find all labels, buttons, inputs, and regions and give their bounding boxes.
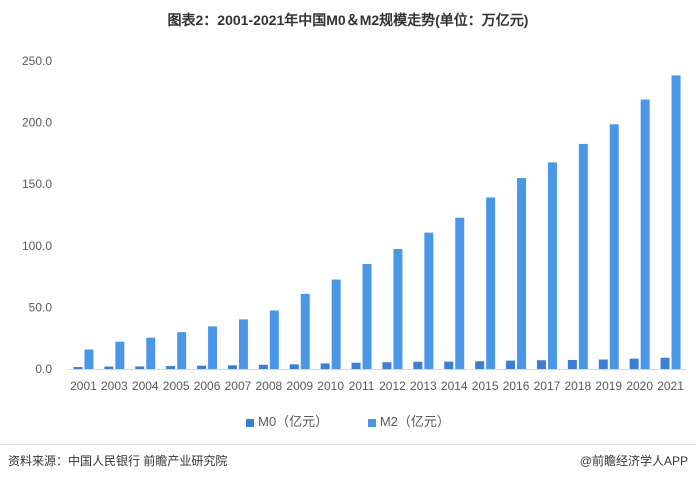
y-tick-label: 200.0 (22, 116, 52, 130)
legend-item-m2: M2（亿元） (367, 411, 450, 430)
bar-m2-2011 (362, 264, 372, 369)
x-tick-label: 2007 (225, 379, 252, 393)
y-tick-label: 250.0 (22, 54, 52, 68)
bar-m2-2016 (517, 178, 527, 369)
bar-m2-2014 (455, 217, 465, 369)
x-tick-label: 2020 (626, 379, 653, 393)
x-tick-label: 2010 (317, 379, 344, 393)
bar-m0-2014 (444, 361, 454, 369)
bar-m0-2018 (567, 360, 577, 369)
legend-label-m0: M0（亿元） (258, 414, 329, 429)
x-tick-label: 2015 (472, 379, 499, 393)
bar-m2-2004 (146, 337, 156, 369)
x-tick-label: 2009 (286, 379, 313, 393)
bar-m0-2003 (104, 366, 114, 369)
bar-m0-2017 (536, 360, 546, 369)
legend-swatch-m2 (367, 418, 376, 427)
bar-m2-2013 (424, 232, 434, 369)
bar-m0-2011 (351, 362, 361, 369)
bar-m2-2008 (269, 310, 279, 369)
x-tick-label: 2004 (132, 379, 159, 393)
x-tick-label: 2008 (255, 379, 282, 393)
legend-swatch-m0 (246, 418, 255, 427)
x-tick-label: 2016 (503, 379, 530, 393)
y-tick-label: 0.0 (35, 362, 52, 376)
chart-title: 图表2：2001-2021年中国M0＆M2规模走势(单位：万亿元) (167, 12, 529, 28)
bar-m2-2017 (547, 162, 557, 369)
bar-m0-2005 (166, 366, 176, 369)
bar-m0-2021 (660, 357, 670, 369)
x-tick-label: 2017 (534, 379, 561, 393)
x-tick-label: 2001 (70, 379, 97, 393)
bar-m0-2010 (320, 363, 330, 369)
x-tick-label: 2019 (595, 379, 622, 393)
x-tick-label: 2012 (379, 379, 406, 393)
bar-m0-2007 (227, 365, 237, 369)
bar-m0-2004 (135, 366, 145, 369)
bar-m2-2003 (115, 341, 125, 369)
bar-m0-2016 (506, 360, 516, 369)
bar-m0-2015 (475, 361, 485, 369)
x-tick-label: 2014 (441, 379, 468, 393)
bar-m0-2020 (629, 358, 639, 369)
bar-m2-2019 (609, 124, 619, 369)
bar-m2-2020 (640, 99, 650, 370)
bar-m0-2013 (413, 361, 423, 369)
x-tick-label: 2006 (194, 379, 221, 393)
bar-m0-2009 (289, 364, 299, 369)
x-tick-label: 2011 (349, 379, 375, 393)
x-tick-label: 2005 (163, 379, 190, 393)
x-tick-label: 2018 (564, 379, 591, 393)
legend: M0（亿元） M2（亿元） (0, 411, 696, 430)
x-tick-label: 2003 (101, 379, 128, 393)
bar-m0-2008 (258, 364, 268, 369)
x-tick-label: 2021 (657, 379, 684, 393)
bar-m2-2010 (331, 279, 341, 369)
y-tick-label: 50.0 (29, 300, 53, 314)
legend-item-m0: M0（亿元） (246, 411, 328, 430)
bar-m2-2001 (84, 349, 94, 369)
bar-m2-2007 (238, 319, 248, 369)
bar-m2-2018 (578, 143, 588, 369)
x-tick-label: 2013 (410, 379, 437, 393)
bar-m2-2015 (486, 197, 496, 369)
bar-m2-2021 (671, 75, 681, 369)
legend-label-m2: M2（亿元） (379, 414, 450, 429)
bar-m2-2012 (393, 249, 403, 369)
y-tick-label: 100.0 (22, 239, 52, 253)
bar-m2-2009 (300, 293, 310, 369)
bar-m0-2001 (73, 367, 83, 369)
bar-m0-2019 (598, 359, 608, 369)
bar-m0-2012 (382, 362, 392, 369)
bar-m2-2005 (177, 332, 187, 369)
bar-m2-2006 (208, 326, 218, 369)
footer-divider (0, 444, 696, 445)
credit-note: @前瞻经济学人APP (579, 454, 688, 468)
y-tick-label: 150.0 (22, 177, 52, 191)
source-note: 资料来源：中国人民银行 前瞻产业研究院 (8, 454, 228, 468)
bar-m0-2006 (197, 365, 207, 369)
